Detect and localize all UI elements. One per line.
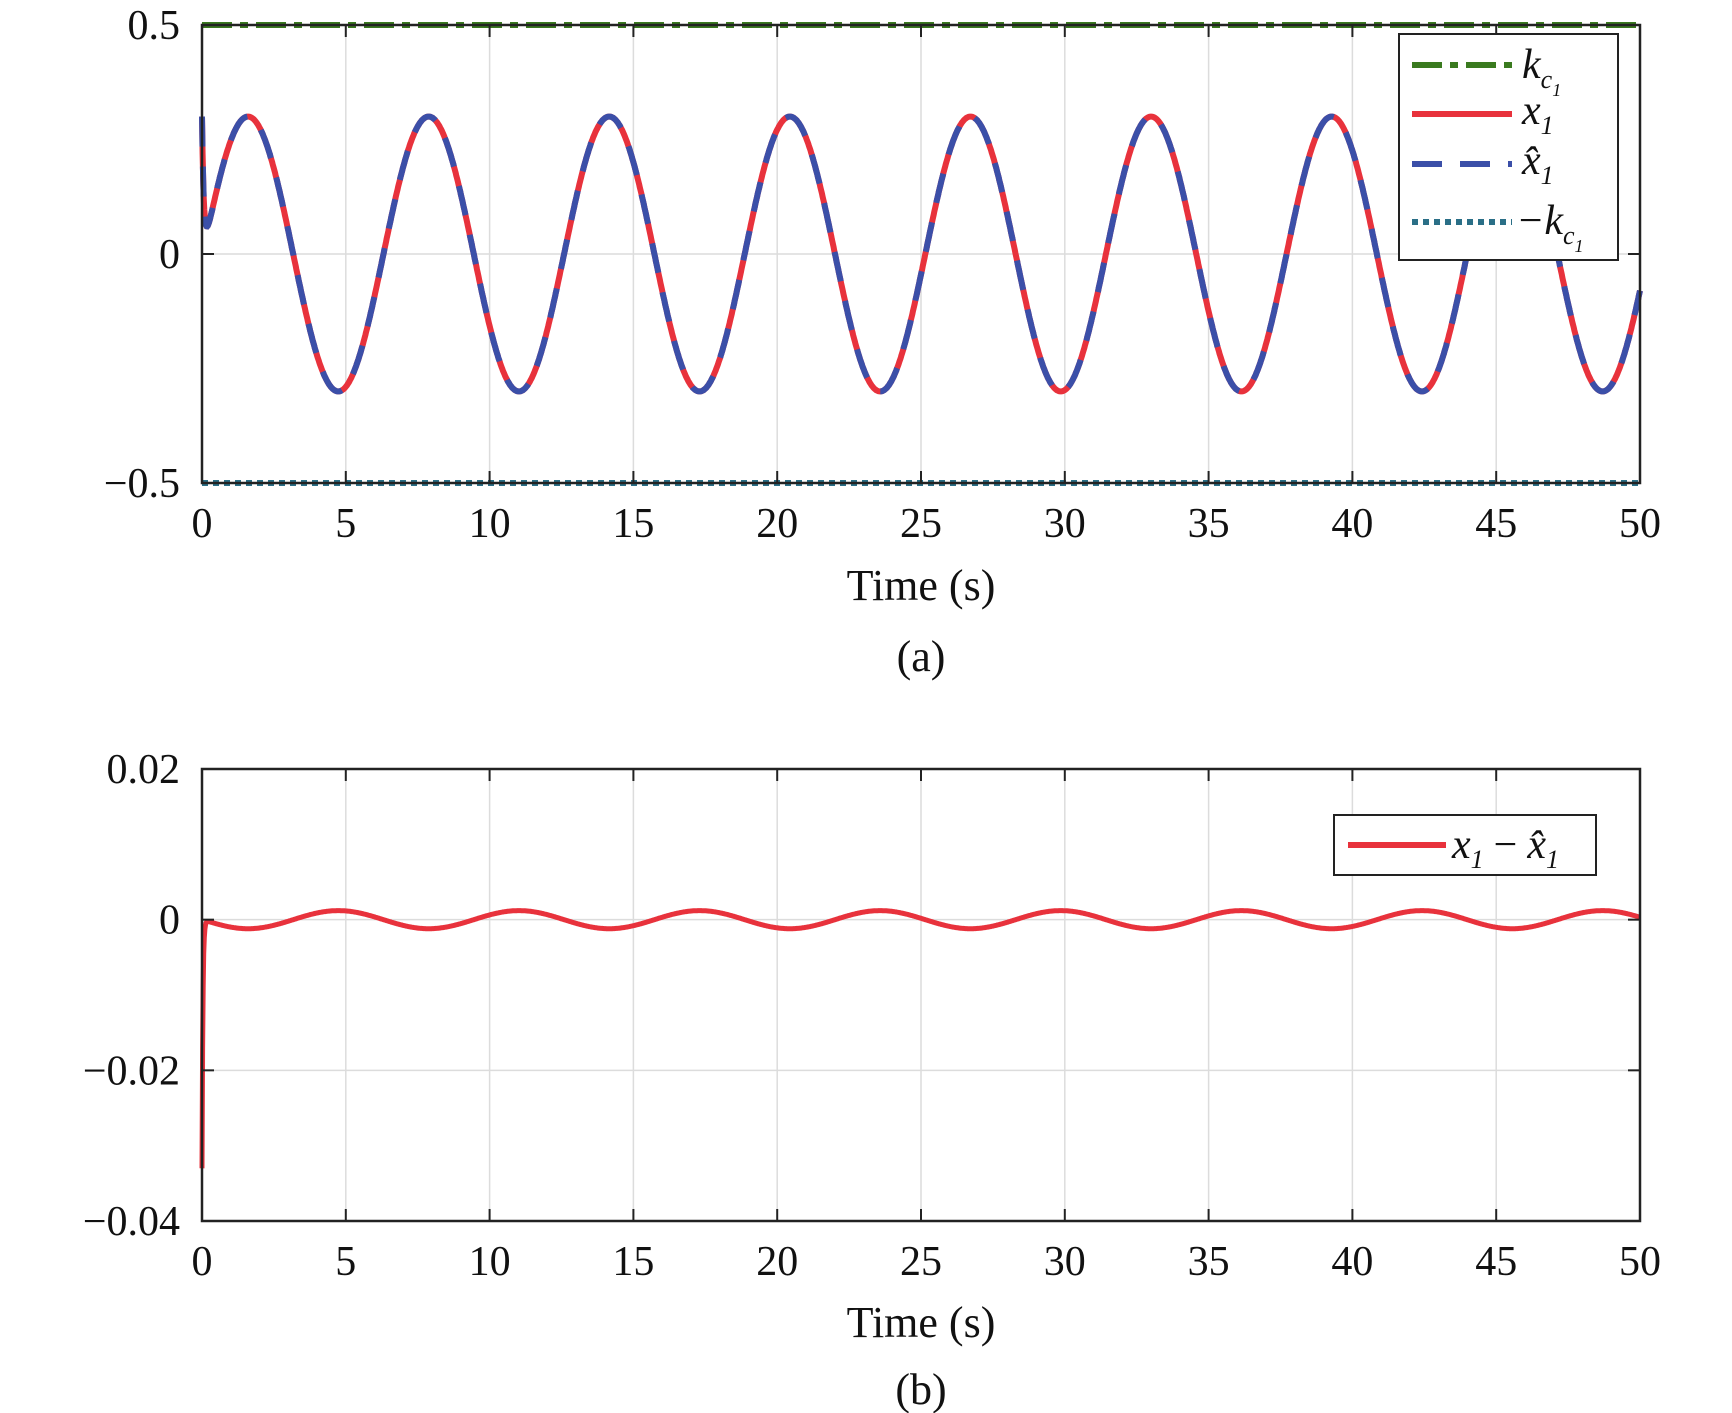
legend-label-x1-main: x [1521,88,1541,134]
x-tick-label: 30 [1044,501,1086,547]
legend-label-kc1: kc1 [1522,42,1561,100]
x-tick-label: 20 [756,501,798,547]
legend-item-error: x1− x̂1 [1348,822,1559,874]
legend-label-kc1-sub: c [1541,65,1553,94]
x-tick-label: 20 [756,1239,798,1285]
x-tick-label: 10 [469,501,511,547]
legend-item-neg-kc1: −kc1 [1412,198,1584,256]
x-tick-label: 0 [192,501,213,547]
x-tick-label: 50 [1619,1239,1661,1285]
chart-a-ticks: 0 5 10 15 20 25 30 35 40 45 50 0.5 0 −0.5 [104,3,1661,547]
chart-b-legend: x1− x̂1 [1333,814,1597,876]
legend-label-neg-kc1: −kc1 [1516,198,1584,256]
x-tick-label: 30 [1044,1239,1086,1285]
y-tick-label: 0.02 [107,747,181,793]
chart-b: 0 5 10 15 20 25 30 35 40 45 50 0.02 0 −0.02 −0.04 Time… [83,747,1661,1413]
x-tick-label: 15 [612,1239,654,1285]
legend-item-kc1: kc1 [1412,42,1561,100]
chart-a-legend: kc1 x1 x̂1 −kc1 [1398,33,1619,261]
legend-label-neg-kc1-sub: c [1563,221,1575,250]
x-tick-label: 40 [1331,1239,1373,1285]
x-tick-label: 10 [469,1239,511,1285]
x-tick-label: 35 [1188,1239,1230,1285]
y-tick-label: 0 [159,898,180,944]
legend-label-kc1-subsub: 1 [1552,80,1561,100]
legend-label-kc1-main: k [1522,42,1542,88]
x-tick-label: 25 [900,1239,942,1285]
series-line-error [199,908,1641,1169]
legend-label-error-main: x [1451,822,1471,868]
chart-a-xlabel: Time (s) [847,561,996,610]
y-tick-label: 0 [159,232,180,278]
x-tick-label: 25 [900,501,942,547]
legend-label-neg-kc1-subsub: 1 [1575,236,1584,256]
chart-a: 0 5 10 15 20 25 30 35 40 45 50 0.5 0 −0.5 Time (s) (a… [104,3,1661,681]
legend-label-x1hat-main: x̂ [1521,138,1541,184]
legend-item-x1: x1 [1412,88,1554,140]
x-tick-label: 0 [192,1239,213,1285]
legend-label-x1hat-sub: 1 [1541,161,1554,190]
x-tick-label: 5 [335,501,356,547]
legend-label-x1hat: x̂1 [1521,138,1554,190]
legend-item-x1hat: x̂1 [1412,138,1554,190]
x-tick-label: 40 [1331,501,1373,547]
x-tick-label: 35 [1188,501,1230,547]
chart-b-ticks: 0 5 10 15 20 25 30 35 40 45 50 0.02 0 −0.02 −0.04 [83,747,1661,1285]
chart-b-series [199,908,1641,1169]
legend-label-error-op: − [1494,822,1518,868]
legend-label-error: x1− x̂1 [1451,822,1559,874]
series-line-x1hat [199,113,1643,395]
chart-b-caption: (b) [895,1365,946,1413]
chart-a-caption: (a) [897,632,946,681]
x-tick-label: 50 [1619,501,1661,547]
y-tick-label: −0.5 [104,461,180,507]
y-tick-label: −0.02 [83,1048,180,1094]
legend-label-error-sub: 1 [1471,845,1484,874]
x-tick-label: 15 [612,501,654,547]
x-tick-label: 45 [1475,1239,1517,1285]
y-tick-label: 0.5 [128,3,181,49]
chart-b-xlabel: Time (s) [847,1298,996,1347]
legend-label-x1-sub: 1 [1541,111,1554,140]
legend-label-neg-kc1-main: −k [1516,198,1564,244]
x-tick-label: 5 [335,1239,356,1285]
legend-label-error-main2: x̂ [1526,822,1546,868]
legend-label-x1: x1 [1521,88,1554,140]
legend-label-error-sub2: 1 [1546,845,1559,874]
x-tick-label: 45 [1475,501,1517,547]
y-tick-label: −0.04 [83,1199,180,1245]
